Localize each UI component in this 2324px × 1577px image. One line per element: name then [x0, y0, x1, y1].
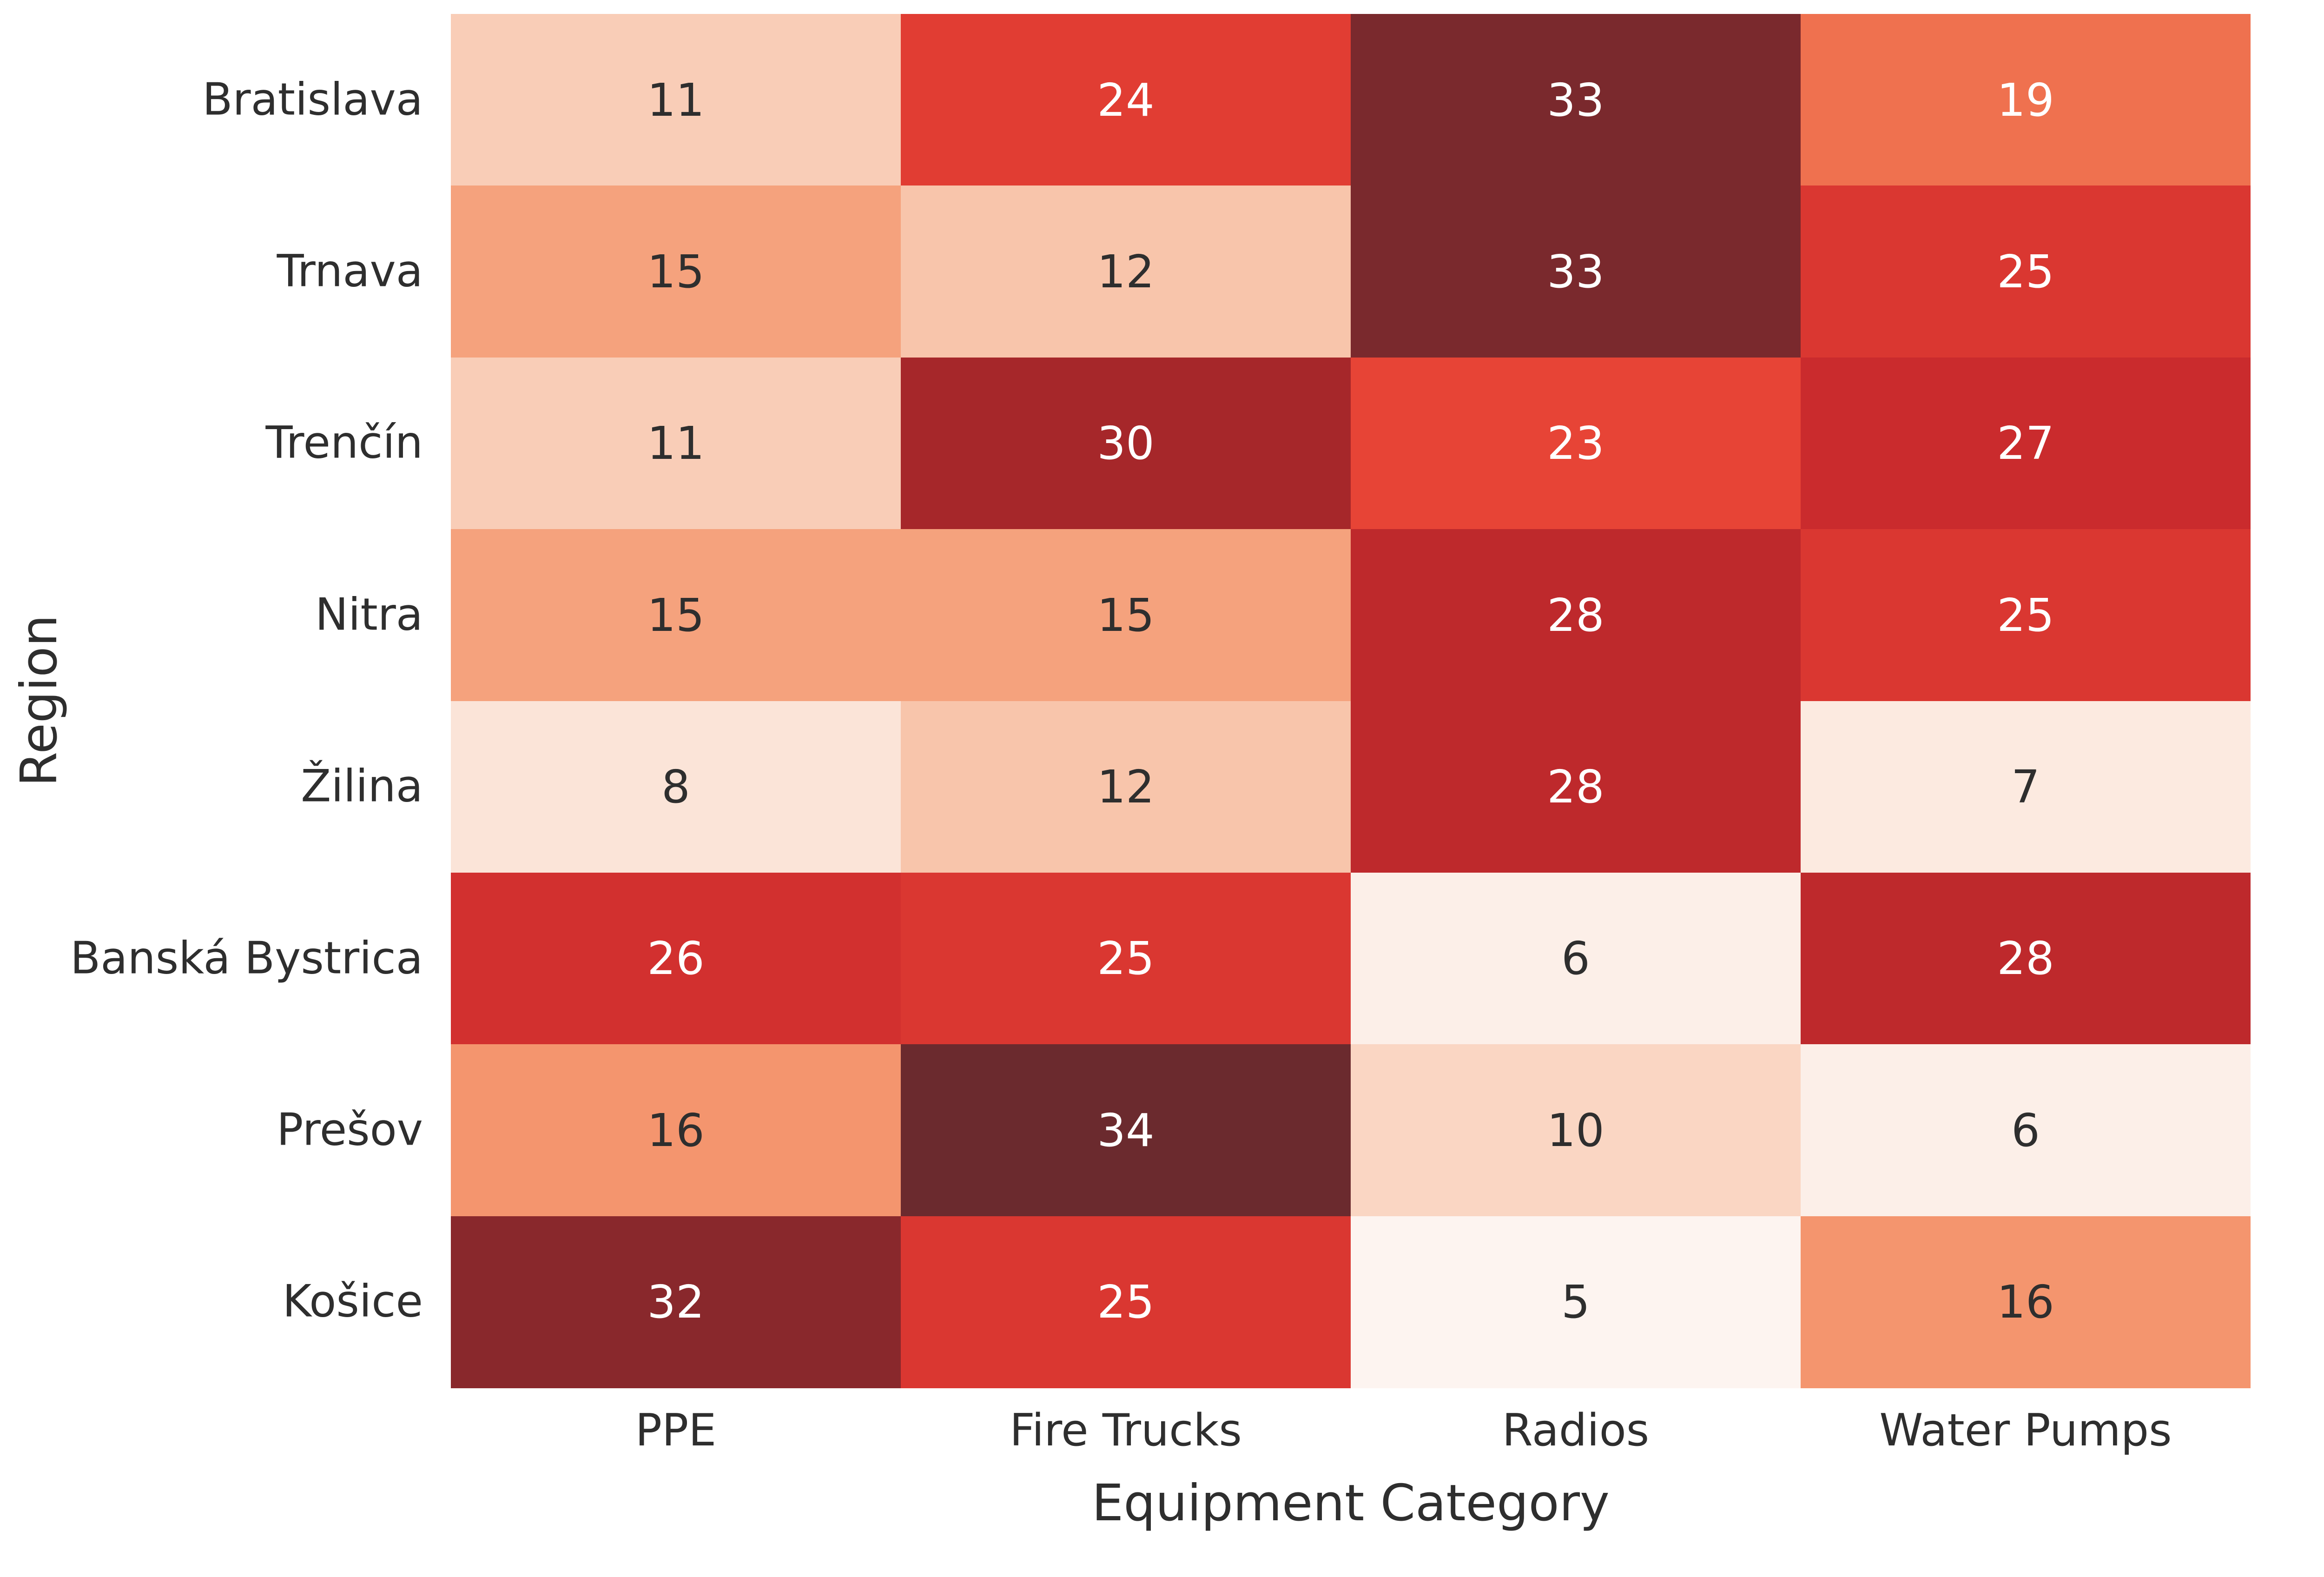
- cell-value: 25: [1997, 245, 2054, 298]
- y-tick-label: Žilina: [301, 761, 423, 812]
- x-tick-label: Water Pumps: [1879, 1405, 2172, 1456]
- cell-value: 30: [1097, 417, 1155, 470]
- heatmap-cell: 33: [1351, 14, 1801, 186]
- y-tick-label: Prešov: [277, 1104, 423, 1156]
- heatmap-cell: 28: [1801, 872, 2251, 1045]
- heatmap-cell: 15: [901, 529, 1351, 702]
- heatmap-cell: 8: [451, 701, 901, 873]
- heatmap-cell: 7: [1801, 701, 2251, 873]
- cell-value: 25: [1097, 932, 1155, 985]
- heatmap-cell: 28: [1351, 701, 1801, 873]
- heatmap-cell: 15: [451, 186, 901, 358]
- cell-value: 10: [1547, 1104, 1604, 1157]
- cell-value: 34: [1097, 1104, 1155, 1157]
- heatmap-cell: 10: [1351, 1044, 1801, 1217]
- heatmap-cell: 16: [451, 1044, 901, 1217]
- heatmap-cell: 26: [451, 872, 901, 1045]
- cell-value: 12: [1097, 761, 1155, 813]
- x-tick-label: Radios: [1502, 1405, 1650, 1456]
- cell-value: 28: [1997, 932, 2054, 985]
- y-tick-label: Trnava: [277, 245, 423, 297]
- y-tick-label: Trenčín: [265, 417, 423, 469]
- cell-value: 25: [1997, 589, 2054, 642]
- cell-value: 15: [647, 245, 705, 298]
- y-tick-label: Bratislava: [202, 74, 423, 126]
- cell-value: 33: [1547, 73, 1604, 126]
- y-tick-label: Banská Bystrica: [70, 933, 423, 984]
- x-tick-label: PPE: [635, 1405, 717, 1456]
- cell-value: 11: [647, 73, 705, 126]
- cell-value: 32: [647, 1276, 705, 1329]
- x-tick-label: Fire Trucks: [1010, 1405, 1242, 1456]
- heatmap-cell: 33: [1351, 186, 1801, 358]
- heatmap-cell: 23: [1351, 357, 1801, 530]
- cell-value: 28: [1547, 589, 1604, 642]
- cell-value: 26: [647, 932, 705, 985]
- heatmap-cell: 11: [451, 357, 901, 530]
- cell-value: 6: [2011, 1104, 2040, 1157]
- cell-value: 6: [1561, 932, 1590, 985]
- heatmap-cell: 24: [901, 14, 1351, 186]
- cell-value: 15: [1097, 589, 1155, 642]
- heatmap-cell: 34: [901, 1044, 1351, 1217]
- heatmap-cell: 6: [1351, 872, 1801, 1045]
- heatmap-cell: 11: [451, 14, 901, 186]
- cell-value: 5: [1561, 1276, 1590, 1329]
- y-tick-label: Nitra: [315, 589, 423, 641]
- y-tick-label: Košice: [282, 1276, 423, 1327]
- heatmap-cell: 19: [1801, 14, 2251, 186]
- cell-value: 28: [1547, 761, 1604, 813]
- cell-value: 16: [647, 1104, 705, 1157]
- cell-value: 15: [647, 589, 705, 642]
- cell-value: 8: [661, 761, 690, 813]
- cell-value: 23: [1547, 417, 1604, 470]
- heatmap-cell: 12: [901, 186, 1351, 358]
- cell-value: 27: [1997, 417, 2054, 470]
- heatmap-cell: 5: [1351, 1216, 1801, 1388]
- cell-value: 12: [1097, 245, 1155, 298]
- heatmap-cell: 25: [901, 872, 1351, 1045]
- cell-value: 11: [647, 417, 705, 470]
- heatmap-cell: 25: [1801, 186, 2251, 358]
- cell-value: 33: [1547, 245, 1604, 298]
- heatmap-cell: 32: [451, 1216, 901, 1388]
- heatmap-cell: 15: [451, 529, 901, 702]
- heatmap-cell: 30: [901, 357, 1351, 530]
- cell-value: 16: [1997, 1276, 2054, 1329]
- heatmap-cell: 25: [901, 1216, 1351, 1388]
- heatmap-cell: 12: [901, 701, 1351, 873]
- x-axis-title: Equipment Category: [1092, 1474, 1610, 1532]
- cell-value: 25: [1097, 1276, 1155, 1329]
- heatmap-cell: 27: [1801, 357, 2251, 530]
- cell-value: 19: [1997, 73, 2054, 126]
- heatmap-cell: 28: [1351, 529, 1801, 702]
- y-axis-title: Region: [10, 615, 68, 787]
- cell-value: 24: [1097, 73, 1155, 126]
- heatmap-cell: 6: [1801, 1044, 2251, 1217]
- heatmap-cell: 16: [1801, 1216, 2251, 1388]
- cell-value: 7: [2011, 761, 2040, 813]
- heatmap-cell: 25: [1801, 529, 2251, 702]
